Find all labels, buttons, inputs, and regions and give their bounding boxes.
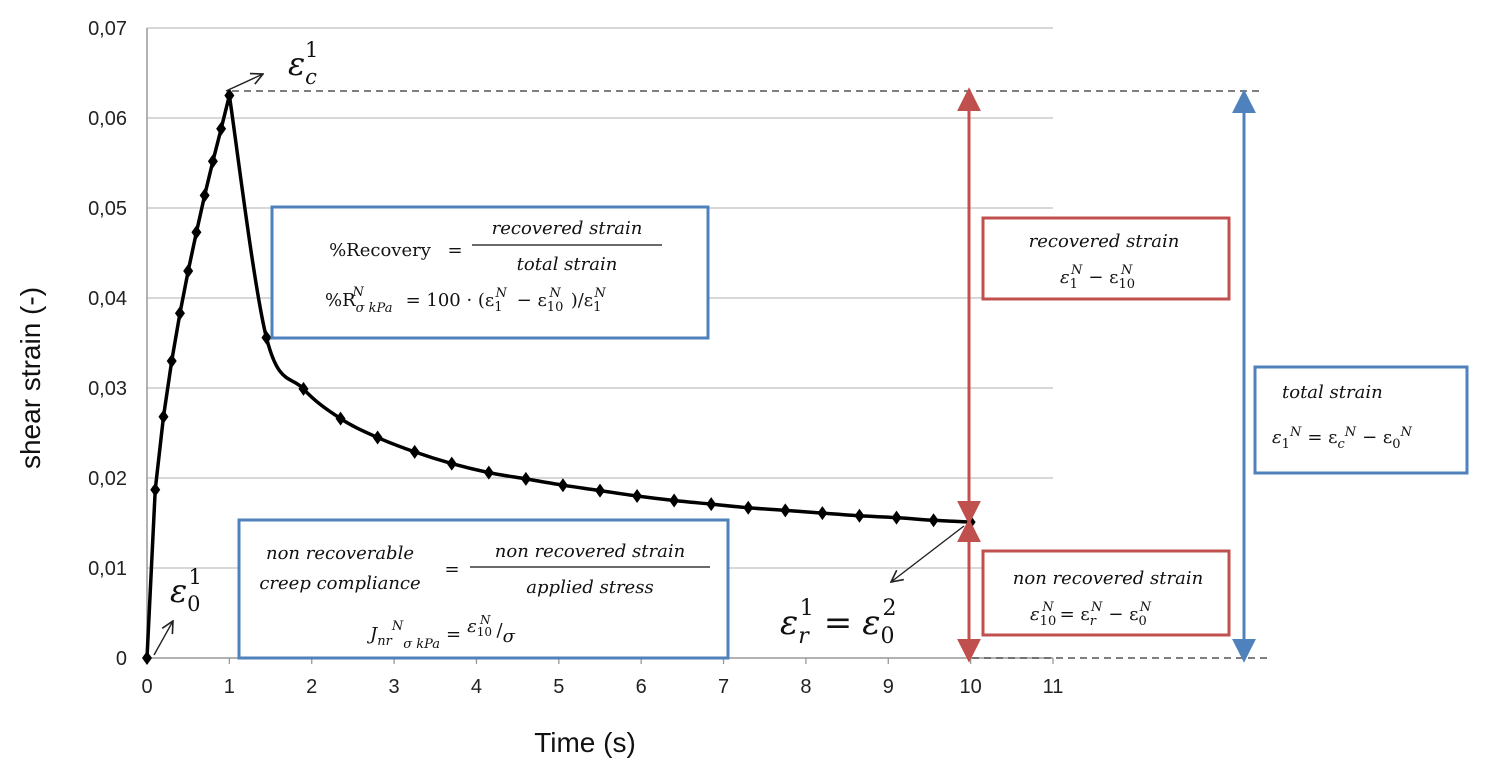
data-point — [520, 471, 531, 486]
label-eps-0: ε01 — [170, 565, 202, 616]
data-point — [409, 444, 420, 459]
x-tick-label: 10 — [960, 676, 982, 698]
data-point — [780, 503, 791, 518]
y-tick-label: 0,06 — [88, 108, 127, 130]
y-axis-title: shear strain (-) — [15, 287, 46, 469]
x-tick-label: 1 — [224, 676, 235, 698]
recovery-lhs: %Recovery — [329, 240, 432, 261]
y-tick-label: 0,01 — [88, 558, 127, 580]
recovery-formula-box: %Recovery = recovered strain total strai… — [270, 205, 710, 340]
non-recovered-strain-title: non recovered strain — [1013, 568, 1203, 589]
data-point — [446, 456, 457, 471]
x-tick-labels: 0 1 2 3 4 5 6 7 8 9 10 11 — [141, 676, 1063, 698]
data-point — [891, 510, 902, 525]
data-point — [335, 411, 346, 426]
data-point — [150, 482, 161, 497]
data-point — [706, 497, 717, 512]
x-tick-label: 0 — [141, 676, 152, 698]
data-point — [298, 381, 309, 396]
data-point — [632, 489, 643, 503]
jnr-eq: = — [444, 559, 459, 580]
data-point — [817, 506, 828, 521]
y-tick-label: 0,02 — [88, 468, 127, 490]
x-tick-label: 11 — [1043, 676, 1064, 698]
data-point — [142, 651, 152, 665]
x-tick-label: 2 — [306, 676, 317, 698]
recovered-strain-title: recovered strain — [1029, 231, 1180, 252]
y-tick-label: 0,07 — [88, 18, 127, 40]
jnr-formula-box: non recoverable creep compliance = non r… — [237, 518, 730, 660]
recovery-denominator: total strain — [517, 254, 618, 275]
data-point — [743, 500, 754, 515]
data-point — [224, 88, 235, 103]
y-tick-label: 0 — [116, 648, 127, 670]
recovery-numerator: recovered strain — [492, 218, 643, 239]
recovery-eq: = — [447, 240, 462, 261]
x-tick-label: 6 — [636, 676, 647, 698]
non-recovered-strain-formula: ε10N = εrN − ε0N — [1030, 600, 1152, 629]
data-point — [669, 493, 680, 508]
recovered-strain-formula: ε1N − ε10N — [1060, 263, 1135, 292]
y-tick-label: 0,03 — [88, 378, 127, 400]
data-markers — [142, 88, 976, 665]
data-point — [183, 264, 194, 278]
y-tick-labels: 0 0,01 0,02 0,03 0,04 0,05 0,06 0,07 — [88, 18, 127, 670]
jnr-denominator: applied stress — [526, 577, 653, 598]
data-point — [216, 121, 227, 136]
pointer-arrow-eps-c — [225, 74, 263, 92]
y-tick-label: 0,04 — [88, 288, 127, 310]
x-tick-label: 7 — [718, 676, 729, 698]
total-strain-box: total strain ε1N = εcN − ε0N — [1253, 365, 1469, 475]
data-point — [854, 508, 865, 523]
recovery-formula-line2: %Rσ kPaN = 100 · (ε1N − ε10N)/ε1N — [325, 285, 606, 316]
x-tick-label: 5 — [553, 676, 564, 698]
pointer-arrow-eps-r — [891, 525, 965, 582]
total-strain-title: total strain — [1282, 382, 1383, 403]
data-point — [174, 306, 185, 321]
data-point — [483, 465, 494, 480]
data-point — [261, 330, 272, 345]
label-eps-c: εc1 — [288, 38, 318, 89]
data-point — [928, 513, 939, 528]
data-point — [595, 483, 605, 498]
jnr-numerator: non recovered strain — [495, 541, 685, 562]
x-tick-label: 9 — [883, 676, 894, 698]
label-eps-r-eq-eps-0: εr1 = ε02 — [780, 596, 897, 649]
data-point — [166, 354, 177, 368]
x-axis-title: Time (s) — [534, 727, 636, 758]
data-point — [158, 409, 169, 424]
data-point — [965, 515, 976, 530]
x-tick-label: 8 — [800, 676, 811, 698]
pointer-arrow-eps-0 — [153, 621, 173, 656]
data-point — [557, 478, 568, 493]
jnr-formula-line2: JnrNσ kPa = ε10N/σ — [366, 613, 516, 652]
data-point — [372, 430, 383, 445]
y-tick-label: 0,05 — [88, 198, 127, 220]
data-point — [207, 154, 218, 169]
data-point — [191, 225, 202, 240]
x-tick-label: 4 — [471, 676, 482, 698]
recovered-strain-box: recovered strain ε1N − ε10N — [981, 216, 1231, 301]
jnr-lhs-line2: creep compliance — [259, 573, 420, 594]
x-tick-label: 3 — [389, 676, 400, 698]
jnr-lhs-line1: non recoverable — [266, 543, 414, 564]
data-point — [199, 188, 210, 203]
total-strain-formula: ε1N = εcN − ε0N — [1272, 425, 1413, 452]
non-recovered-strain-box: non recovered strain ε10N = εrN − ε0N — [981, 549, 1231, 637]
